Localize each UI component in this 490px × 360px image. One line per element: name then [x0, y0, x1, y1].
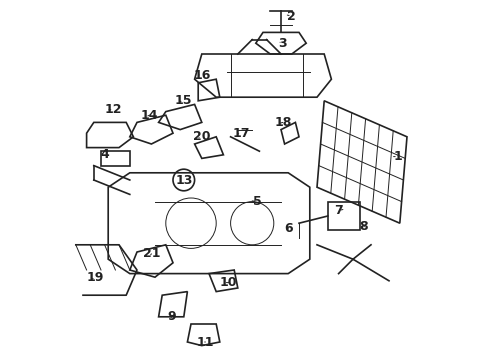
Text: 10: 10 — [220, 276, 238, 289]
Text: 13: 13 — [175, 174, 193, 186]
Text: 19: 19 — [87, 271, 104, 284]
Text: 1: 1 — [393, 150, 402, 163]
Text: 4: 4 — [100, 148, 109, 161]
Text: 20: 20 — [193, 130, 211, 143]
Text: 16: 16 — [193, 69, 211, 82]
Text: 9: 9 — [167, 310, 175, 323]
Text: 8: 8 — [360, 220, 368, 233]
Text: 17: 17 — [233, 127, 250, 140]
Text: 7: 7 — [334, 204, 343, 217]
Text: 5: 5 — [253, 195, 262, 208]
Text: 14: 14 — [141, 109, 158, 122]
Text: 11: 11 — [196, 336, 214, 348]
Text: 3: 3 — [278, 37, 287, 50]
Text: 2: 2 — [288, 10, 296, 23]
Text: 21: 21 — [143, 247, 160, 260]
Text: 12: 12 — [105, 103, 122, 116]
Text: 6: 6 — [284, 222, 293, 235]
Text: 18: 18 — [274, 116, 292, 129]
Text: 15: 15 — [175, 94, 193, 107]
